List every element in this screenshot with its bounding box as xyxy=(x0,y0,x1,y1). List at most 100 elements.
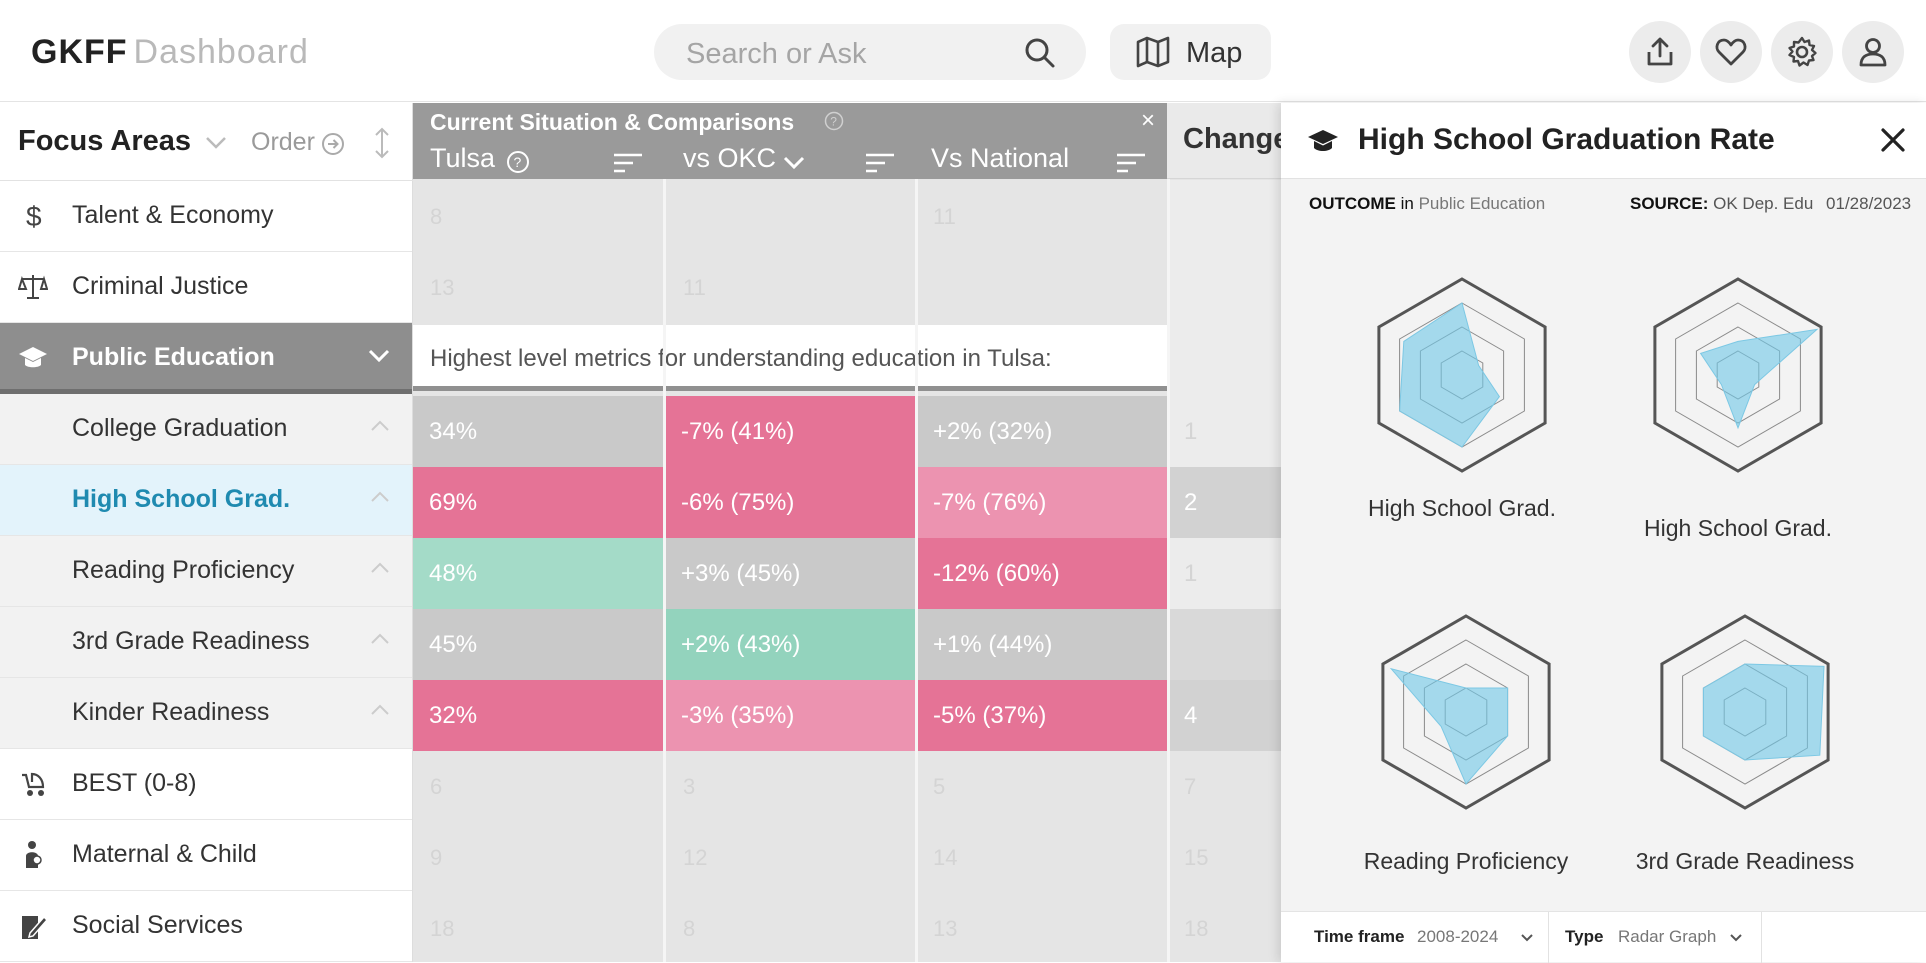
cell-change[interactable]: 1 xyxy=(1167,396,1281,467)
radar-chart-high-school-grad-2[interactable] xyxy=(1638,271,1838,479)
map-button[interactable]: Map xyxy=(1110,24,1271,80)
chevron-down-icon[interactable] xyxy=(1729,933,1743,943)
profile-button[interactable] xyxy=(1842,21,1904,83)
panel-title: High School Graduation Rate xyxy=(1358,123,1775,156)
settings-button[interactable] xyxy=(1771,21,1833,83)
chevron-up-icon[interactable] xyxy=(370,633,390,645)
column-header-vs-national[interactable]: Vs National xyxy=(931,143,1070,173)
cell-vs-okc[interactable]: -7% (41%) xyxy=(665,396,915,467)
graduation-cap-icon xyxy=(19,347,47,368)
chevron-up-icon[interactable] xyxy=(370,491,390,503)
cell-change[interactable]: 4 xyxy=(1167,680,1281,751)
cell-vs-national[interactable]: +1% (44%) xyxy=(917,609,1167,680)
sort-icon[interactable] xyxy=(1116,152,1146,174)
search-input[interactable]: Search or Ask xyxy=(654,24,1086,80)
column-header-tulsa[interactable]: Tulsa xyxy=(430,143,496,173)
svg-text:?: ? xyxy=(830,115,837,129)
chevron-up-icon[interactable] xyxy=(370,562,390,574)
chevron-up-icon[interactable] xyxy=(370,420,390,432)
arrow-circle-right-icon[interactable] xyxy=(321,132,345,156)
sidebar-item-public-education[interactable]: Public Education xyxy=(0,323,412,394)
sidebar-item-label: College Graduation xyxy=(72,414,288,442)
outcome-label: OUTCOME xyxy=(1309,194,1396,213)
cell-vs-national[interactable]: -5% (37%) xyxy=(917,680,1167,751)
comparison-grid: Current Situation & Comparisons ? × Tuls… xyxy=(413,103,1289,962)
ghost-value: 11 xyxy=(933,204,956,229)
sidebar-item-label: Talent & Economy xyxy=(72,201,274,229)
sidebar-item-social-services[interactable]: Social Services xyxy=(0,891,412,962)
cell-change[interactable]: 2 xyxy=(1167,467,1281,538)
change-column-header[interactable]: Change xyxy=(1167,103,1289,179)
help-icon[interactable]: ? xyxy=(824,111,844,131)
ghost-value: 8 xyxy=(430,204,443,229)
radar-chart-3rd-grade-readiness[interactable] xyxy=(1645,608,1845,816)
radar-label: Reading Proficiency xyxy=(1363,848,1569,874)
sidebar-item-label: Reading Proficiency xyxy=(72,556,295,584)
ghost-value: 18 xyxy=(1184,916,1209,941)
chevron-down-icon[interactable] xyxy=(368,349,390,363)
share-button[interactable] xyxy=(1629,21,1691,83)
sidebar-item-maternal-child[interactable]: Maternal & Child xyxy=(0,820,412,891)
sort-icon[interactable] xyxy=(613,152,643,174)
app-logo[interactable]: GKFF Dashboard xyxy=(31,33,309,72)
sidebar-item-talent-economy[interactable]: $ Talent & Economy xyxy=(0,181,412,252)
user-icon xyxy=(1859,38,1887,67)
sidebar-item-reading-proficiency[interactable]: Reading Proficiency xyxy=(0,536,412,607)
radar-outline xyxy=(1381,614,1551,810)
chevron-down-icon[interactable] xyxy=(783,156,805,170)
radar-data-area xyxy=(1389,667,1509,785)
cell-tulsa[interactable]: 32% xyxy=(413,680,663,751)
sort-arrows-icon[interactable] xyxy=(373,127,391,159)
cell-vs-national[interactable]: -12% (60%) xyxy=(917,538,1167,609)
radar-label: High School Grad. xyxy=(1368,495,1556,521)
sidebar-item-label: Criminal Justice xyxy=(72,272,249,300)
chevron-up-icon[interactable] xyxy=(370,704,390,716)
type-select[interactable]: Radar Graph xyxy=(1618,927,1717,946)
close-icon[interactable]: × xyxy=(1140,107,1155,134)
order-button[interactable]: Order xyxy=(251,128,315,156)
focus-areas-sidebar: Focus Areas Order $ Talent & Economy Cri… xyxy=(0,103,413,962)
radar-chart-reading-proficiency[interactable] xyxy=(1366,608,1566,816)
source-date: 01/28/2023 xyxy=(1826,194,1912,213)
favorite-button[interactable] xyxy=(1700,21,1762,83)
column-divider xyxy=(1167,179,1170,962)
cell-change[interactable] xyxy=(1167,609,1281,680)
map-button-label: Map xyxy=(1186,37,1243,69)
sidebar-header: Focus Areas Order xyxy=(0,103,413,181)
sidebar-item-college-graduation[interactable]: College Graduation xyxy=(0,394,412,465)
sidebar-item-kinder-readiness[interactable]: Kinder Readiness xyxy=(0,678,412,749)
share-icon xyxy=(1647,37,1673,66)
cell-vs-okc[interactable]: -6% (75%) xyxy=(665,467,915,538)
ghost-value: 9 xyxy=(430,845,443,870)
radar-label: High School Grad. xyxy=(1644,515,1832,541)
chevron-down-icon[interactable] xyxy=(1520,933,1534,943)
column-header-vs-okc[interactable]: vs OKC xyxy=(683,143,777,173)
chevron-down-icon[interactable] xyxy=(205,136,227,150)
ghost-value: 13 xyxy=(933,916,958,941)
area-link[interactable]: Public Education xyxy=(1418,194,1546,213)
cell-tulsa[interactable]: 34% xyxy=(413,396,663,467)
grid-header: Current Situation & Comparisons ? × Tuls… xyxy=(413,103,1167,179)
cell-vs-national[interactable]: +2% (32%) xyxy=(917,396,1167,467)
cell-change[interactable]: 1 xyxy=(1167,538,1281,609)
sort-icon[interactable] xyxy=(865,152,895,174)
timeframe-select[interactable]: 2008-2024 xyxy=(1417,927,1499,946)
sidebar-item-3rd-grade-readiness[interactable]: 3rd Grade Readiness xyxy=(0,607,412,678)
gear-icon xyxy=(1788,36,1817,67)
heart-icon xyxy=(1715,38,1747,66)
cell-vs-national[interactable]: -7% (76%) xyxy=(917,467,1167,538)
sidebar-item-high-school-grad[interactable]: High School Grad. xyxy=(0,465,412,536)
cell-vs-okc[interactable]: +3% (45%) xyxy=(665,538,915,609)
sidebar-item-best[interactable]: BEST (0-8) xyxy=(0,749,412,820)
help-icon[interactable]: ? xyxy=(506,150,530,174)
cell-tulsa[interactable]: 48% xyxy=(413,538,663,609)
radar-chart-high-school-grad[interactable] xyxy=(1362,271,1562,479)
cell-vs-okc[interactable]: -3% (35%) xyxy=(665,680,915,751)
cell-tulsa[interactable]: 69% xyxy=(413,467,663,538)
panel-footer: Time frame 2008-2024 Type Radar Graph xyxy=(1281,911,1926,963)
close-icon[interactable] xyxy=(1878,125,1908,155)
cell-vs-okc[interactable]: +2% (43%) xyxy=(665,609,915,680)
top-bar: GKFF Dashboard Search or Ask Map xyxy=(0,0,1926,102)
cell-tulsa[interactable]: 45% xyxy=(413,609,663,680)
sidebar-item-criminal-justice[interactable]: Criminal Justice xyxy=(0,252,412,323)
